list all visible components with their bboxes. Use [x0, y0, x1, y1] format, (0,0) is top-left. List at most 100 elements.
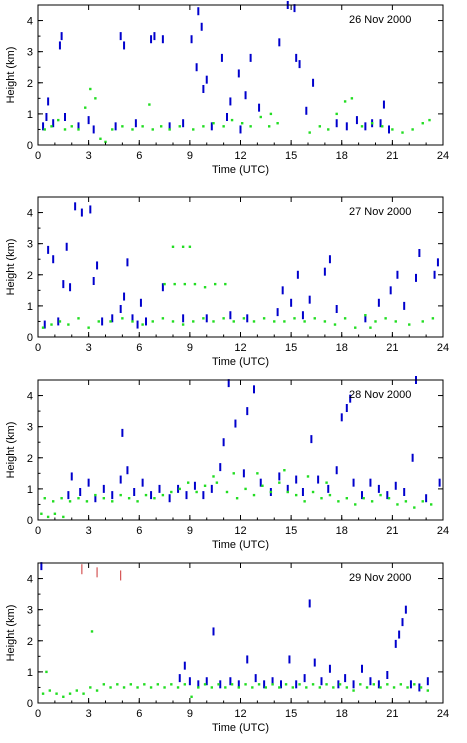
- data-mark-ceilometer: [284, 683, 288, 686]
- data-mark-ceilometer: [244, 487, 247, 491]
- data-mark-lidar: [67, 491, 70, 500]
- y-axis-label: Height (km): [5, 239, 17, 296]
- y-axis-label: Height (km): [5, 47, 17, 104]
- data-mark-ceilometer: [421, 122, 424, 125]
- data-mark-lidar: [312, 78, 315, 87]
- data-mark-ceilometer: [350, 97, 354, 100]
- data-mark-ceilometer: [163, 686, 166, 689]
- data-mark-ceilometer: [343, 100, 347, 103]
- data-mark-lidar: [295, 680, 298, 689]
- data-mark-ceilometer: [127, 497, 131, 500]
- data-mark-ceilometer: [269, 112, 273, 116]
- data-mark-lidar: [119, 475, 122, 484]
- data-mark-lidar: [310, 435, 313, 444]
- data-mark-ceilometer: [311, 683, 315, 686]
- data-mark-ceilometer: [212, 475, 215, 478]
- panel-date-title: 27 Nov 2000: [349, 206, 411, 218]
- data-mark-ceilometer: [242, 317, 246, 320]
- data-mark-lidar: [119, 305, 122, 313]
- x-tick-label: 21: [386, 525, 398, 537]
- data-mark-ceilometer: [181, 245, 185, 248]
- x-tick-label: 0: [35, 342, 41, 354]
- data-mark-ceilometer: [202, 317, 205, 320]
- data-mark-lidar: [195, 63, 198, 72]
- data-mark-ceilometer: [370, 122, 374, 125]
- data-mark-lidar: [45, 113, 48, 121]
- data-mark-ceilometer: [335, 112, 338, 116]
- data-mark-lidar: [210, 484, 213, 493]
- data-mark-lidar: [377, 680, 380, 689]
- x-tick-label: 18: [336, 708, 348, 720]
- x-tick-label: 12: [234, 708, 246, 720]
- data-mark-ceilometer: [413, 506, 416, 509]
- data-mark-ceilometer: [354, 326, 357, 329]
- x-tick-label: 6: [136, 708, 142, 720]
- data-mark-ceilometer: [68, 500, 72, 503]
- data-mark-ceilometer: [46, 515, 50, 519]
- data-mark-lidar: [276, 308, 279, 317]
- data-mark-ceilometer: [294, 493, 298, 497]
- x-tick-label: 6: [136, 150, 142, 162]
- data-mark-ceilometer: [45, 670, 48, 674]
- data-mark-other: [81, 564, 83, 575]
- data-mark-ceilometer: [173, 282, 176, 286]
- data-mark-lidar: [327, 484, 330, 493]
- data-mark-lidar: [345, 404, 348, 412]
- data-mark-lidar: [237, 680, 240, 689]
- data-mark-ceilometer: [43, 497, 46, 500]
- data-mark-lidar: [259, 478, 262, 487]
- data-mark-lidar: [161, 35, 164, 44]
- data-mark-ceilometer: [111, 128, 114, 131]
- data-mark-other: [120, 570, 122, 581]
- data-mark-ceilometer: [318, 125, 322, 128]
- x-tick-label: 18: [336, 150, 348, 162]
- data-mark-ceilometer: [298, 683, 301, 686]
- data-mark-ceilometer: [318, 686, 322, 689]
- data-mark-lidar: [335, 119, 338, 128]
- data-mark-lidar: [438, 478, 441, 487]
- data-mark-ceilometer: [75, 689, 79, 692]
- data-mark-ceilometer: [136, 686, 139, 689]
- data-mark-lidar: [301, 311, 304, 320]
- data-mark-ceilometer: [379, 493, 382, 497]
- data-mark-lidar: [197, 680, 200, 689]
- data-mark-ceilometer: [53, 512, 57, 515]
- x-axis-label: Time (UTC): [212, 722, 269, 734]
- data-mark-ceilometer: [215, 481, 219, 484]
- data-mark-ceilometer: [303, 320, 306, 323]
- data-mark-ceilometer: [210, 686, 214, 689]
- x-tick-label: 3: [86, 525, 92, 537]
- data-mark-lidar: [79, 488, 82, 496]
- data-mark-lidar: [101, 317, 104, 326]
- data-mark-lidar: [168, 494, 171, 503]
- data-mark-lidar: [246, 655, 249, 664]
- data-mark-lidar: [43, 320, 46, 329]
- data-mark-ceilometer: [149, 686, 153, 689]
- data-mark-lidar: [323, 267, 326, 276]
- y-axis-label: Height (km): [5, 605, 17, 662]
- data-mark-lidar: [403, 488, 406, 496]
- data-mark-ceilometer: [419, 686, 423, 689]
- data-mark-ceilometer: [399, 683, 403, 686]
- data-mark-ceilometer: [311, 490, 315, 494]
- data-mark-lidar: [158, 484, 161, 493]
- data-mark-ceilometer: [251, 686, 254, 689]
- data-mark-ceilometer: [232, 472, 235, 475]
- data-mark-lidar: [185, 491, 188, 500]
- data-mark-lidar: [226, 113, 228, 121]
- data-mark-ceilometer: [293, 317, 296, 320]
- data-mark-lidar: [361, 664, 363, 673]
- data-mark-ceilometer: [168, 128, 171, 131]
- data-mark-lidar: [150, 35, 153, 44]
- data-mark-ceilometer: [401, 131, 404, 134]
- panel-date-title: 28 Nov 2000: [349, 389, 411, 401]
- data-mark-ceilometer: [171, 245, 175, 248]
- y-tick-label: 4: [27, 16, 33, 28]
- data-mark-ceilometer: [122, 686, 126, 689]
- data-mark-lidar: [352, 478, 355, 487]
- x-tick-label: 24: [437, 708, 449, 720]
